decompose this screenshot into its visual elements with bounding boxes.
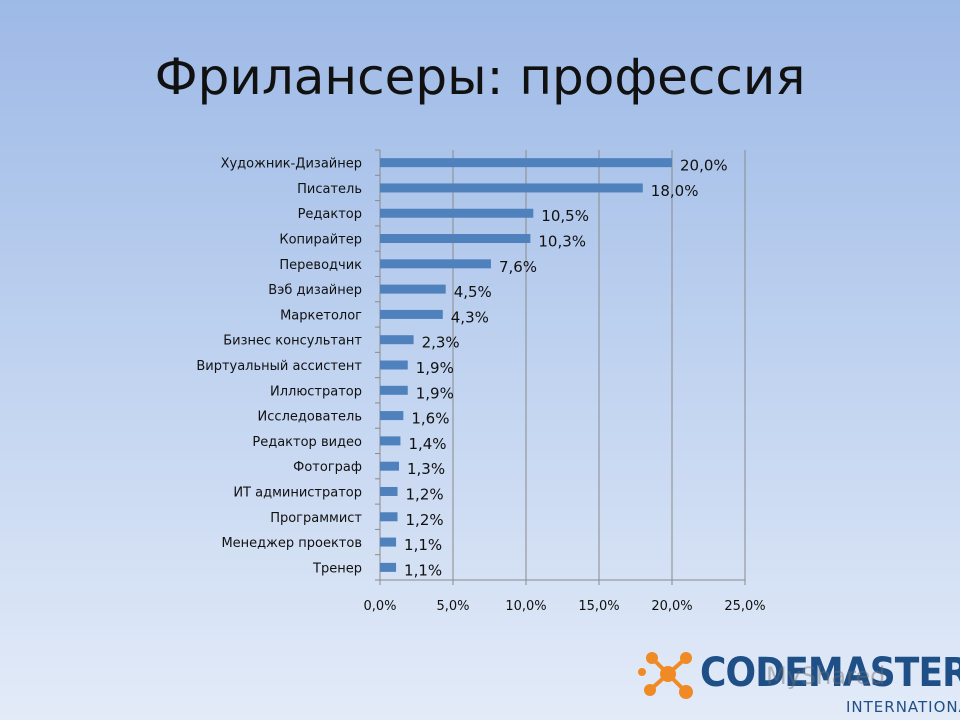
x-tick-label: 10,0% xyxy=(505,599,546,614)
x-tick-label: 20,0% xyxy=(651,599,692,614)
category-label: Редактор видео xyxy=(252,435,362,450)
data-label: 18,0% xyxy=(651,182,699,200)
chart-labels: 0,0% 5,0% 10,0% 15,0% 20,0% 25,0% Художник-Диз… xyxy=(196,157,765,614)
category-label: Маркетолог xyxy=(280,308,362,323)
category-label: Программист xyxy=(270,511,362,526)
category-label: Тренер xyxy=(312,561,362,576)
bar xyxy=(380,360,408,370)
x-tick-label: 15,0% xyxy=(578,599,619,614)
data-label: 10,5% xyxy=(541,207,589,225)
data-label: 4,3% xyxy=(451,308,489,326)
data-label: 1,9% xyxy=(416,384,454,402)
category-label: Художник-Дизайнер xyxy=(221,157,362,172)
watermark: MyShared xyxy=(766,662,886,690)
category-label: Исследователь xyxy=(258,410,362,425)
bar xyxy=(380,259,491,269)
logo-molecule-icon xyxy=(638,652,693,699)
bar xyxy=(380,158,672,168)
category-label: Фотограф xyxy=(293,460,362,475)
data-label: 1,1% xyxy=(404,561,442,579)
bar xyxy=(380,335,414,345)
category-label: Переводчик xyxy=(279,258,362,273)
data-label: 1,1% xyxy=(404,536,442,554)
bar xyxy=(380,562,397,572)
category-label: Копирайтер xyxy=(279,233,362,248)
logo-subtitle: INTERNATIONAL xyxy=(846,698,960,716)
data-label: 1,3% xyxy=(407,460,445,478)
bar xyxy=(380,411,404,421)
data-label: 20,0% xyxy=(680,157,728,175)
bar xyxy=(380,309,443,319)
bar xyxy=(380,183,643,193)
chart-grid xyxy=(452,150,746,580)
bar xyxy=(380,486,398,496)
data-label: 1,4% xyxy=(408,435,446,453)
category-label: Писатель xyxy=(297,182,362,197)
x-tick-label: 25,0% xyxy=(724,599,765,614)
bar xyxy=(380,234,531,244)
category-label: Редактор xyxy=(298,207,362,222)
codemasters-logo: CODEMASTERS MyShared INTERNATIONAL xyxy=(636,640,960,720)
data-label: 2,3% xyxy=(422,334,460,352)
category-label: Менеджер проектов xyxy=(221,536,362,551)
data-label: 7,6% xyxy=(499,258,537,276)
logo-wordmark: CODEMASTERS xyxy=(700,650,960,696)
page-title: Фрилансеры: профессия xyxy=(154,48,806,106)
bar xyxy=(380,436,401,446)
bar xyxy=(380,512,398,522)
x-tick-label: 5,0% xyxy=(436,599,469,614)
category-label: Иллюстратор xyxy=(270,384,362,399)
data-label: 4,5% xyxy=(454,283,492,301)
category-label: Виртуальный ассистент xyxy=(196,359,362,374)
bar xyxy=(380,537,397,547)
data-label: 10,3% xyxy=(538,233,586,251)
data-label: 1,6% xyxy=(411,410,449,428)
data-label: 1,2% xyxy=(406,511,444,529)
chart-bars xyxy=(380,158,672,572)
bar xyxy=(380,385,408,395)
category-label: Вэб дизайнер xyxy=(268,283,362,298)
category-label: Бизнес консультант xyxy=(223,334,362,349)
bar xyxy=(380,461,399,471)
bar xyxy=(380,208,534,218)
bar xyxy=(380,284,446,294)
x-tick-label: 0,0% xyxy=(363,599,396,614)
data-label: 1,2% xyxy=(406,485,444,503)
category-label: ИТ администратор xyxy=(233,485,362,500)
data-label: 1,9% xyxy=(416,359,454,377)
